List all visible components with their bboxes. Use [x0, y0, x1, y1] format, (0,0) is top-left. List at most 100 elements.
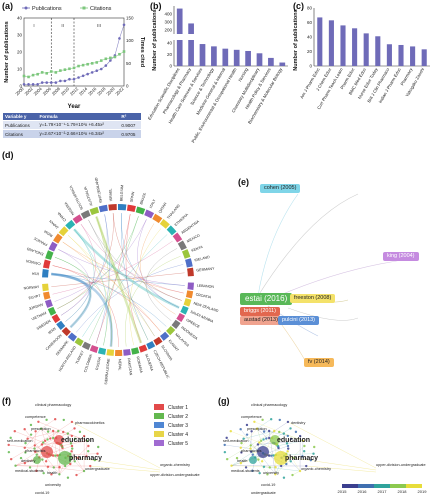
publication-point — [59, 79, 62, 83]
map-node — [43, 439, 47, 443]
bar — [386, 44, 392, 66]
map-node — [35, 453, 38, 456]
map-node — [273, 429, 276, 433]
country-label: GERMANY — [196, 267, 215, 273]
chord-arc — [185, 258, 193, 268]
chord-arc — [98, 204, 108, 213]
chord-ribbon — [65, 229, 95, 322]
map-node — [298, 469, 302, 473]
bar — [328, 20, 334, 66]
map-node — [294, 430, 298, 434]
chord-ribbon — [51, 272, 185, 287]
chord-arc — [166, 225, 177, 236]
y2-tick-label: 100 — [126, 38, 134, 43]
bar — [268, 57, 274, 66]
map-node — [87, 450, 90, 453]
map-node — [270, 454, 273, 457]
panel-label-a: (a) — [2, 1, 13, 11]
map-node — [89, 464, 92, 468]
map-node — [245, 423, 249, 427]
chord-ribbon — [88, 219, 155, 337]
chord-ribbon — [125, 214, 142, 344]
country-label: RUSSIA — [95, 356, 102, 371]
map-node — [262, 430, 266, 433]
map-node — [75, 473, 78, 477]
country-label: CANADA — [25, 259, 41, 266]
country-label: FRANCE — [33, 236, 49, 247]
publication-point — [31, 83, 35, 86]
year-scale-label: 2019 — [418, 489, 428, 494]
publication-point — [54, 81, 58, 84]
citation-point — [59, 69, 62, 72]
year-scale-label: 2016 — [358, 489, 368, 494]
citation-point — [95, 61, 99, 64]
bar — [176, 8, 183, 34]
citation-point — [90, 62, 94, 65]
publication-point — [22, 83, 26, 86]
chord-ribbon — [95, 214, 131, 344]
map-node — [82, 469, 86, 473]
publication-point — [49, 81, 53, 84]
y-tick-label: 20 — [17, 50, 23, 55]
chord-arc — [44, 299, 53, 308]
y-tick-label: 10 — [17, 67, 23, 72]
chord-ribbon — [125, 255, 181, 347]
map-link — [256, 428, 262, 441]
table-cell: Citations — [3, 129, 38, 138]
chord-ribbon — [51, 273, 167, 327]
chord-arc — [146, 341, 156, 350]
chord-arc — [53, 233, 63, 244]
map-node — [62, 418, 65, 422]
map-node — [309, 458, 313, 462]
map-node — [70, 444, 74, 448]
y2-tick-label: 150 — [126, 16, 134, 21]
panel-label-c: (c) — [293, 1, 304, 11]
chord-arc — [80, 210, 91, 219]
cluster-legend-label: Cluster 1 — [168, 405, 188, 411]
cluster-legend-swatch — [154, 413, 164, 419]
map-link — [34, 448, 40, 458]
citation-point — [68, 67, 71, 71]
map-node-large — [58, 451, 72, 465]
year-scale-segment — [390, 484, 406, 488]
chord-arc — [135, 206, 146, 215]
map-node — [46, 465, 50, 468]
table-header-variable: Variable y — [3, 113, 38, 121]
chord-arc — [67, 332, 78, 342]
map-node — [289, 437, 293, 441]
map-node — [301, 455, 304, 458]
y-axis-title: Number of publications — [152, 9, 158, 70]
chord-ribbon — [54, 219, 147, 302]
map-node — [82, 434, 86, 438]
map-node — [251, 453, 254, 456]
chord-ribbon — [139, 223, 176, 315]
map-node — [242, 437, 245, 440]
y-tick-label: 40 — [307, 35, 313, 40]
y-tick-label: 0 — [309, 64, 312, 69]
map-node — [258, 441, 261, 444]
chord-ribbon — [73, 228, 180, 309]
map-node — [240, 451, 243, 454]
country-label: ETHIOPIA — [174, 212, 189, 227]
map-node — [85, 455, 88, 458]
map-node — [77, 456, 80, 460]
chord-arc — [56, 320, 66, 330]
map-link — [277, 440, 304, 446]
map-node — [70, 450, 73, 453]
table-cell: 0.9007 — [119, 120, 141, 130]
chord-ribbon — [137, 219, 180, 308]
chord-arc — [89, 206, 100, 216]
map-link — [287, 421, 377, 469]
chord-arc — [108, 204, 117, 211]
chord-ribbon — [95, 214, 110, 344]
map-node — [303, 444, 306, 448]
map-node — [33, 447, 36, 450]
keyword-cluster-map: clinical pharmacology competence prescript… — [7, 403, 200, 495]
map-node — [41, 458, 44, 461]
y-tick-label: 300 — [164, 20, 172, 25]
year-scale-segment — [342, 484, 358, 488]
map-node — [40, 443, 44, 446]
network-node: briggs (2011) — [240, 307, 280, 316]
x-tick-label: 2014 — [78, 86, 89, 97]
map-node — [69, 442, 73, 445]
